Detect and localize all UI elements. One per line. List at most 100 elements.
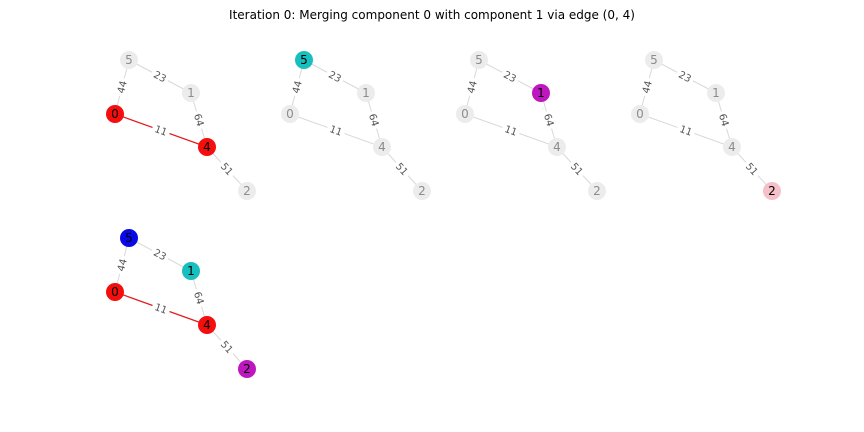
edge-weight-label: 11 [503, 124, 519, 139]
edge-weight-label: 64 [191, 113, 205, 128]
edge-weight-label: 23 [676, 70, 692, 86]
edge-label-bg [113, 76, 131, 98]
edge-weight-label: 11 [678, 124, 694, 139]
node-5 [120, 51, 138, 69]
edge-weight-label: 64 [541, 113, 555, 128]
edge-label-bg [190, 109, 208, 131]
node-2 [413, 182, 431, 200]
edge-weight-label: 64 [366, 113, 380, 128]
edge-label-bg [216, 158, 238, 180]
node-4 [198, 138, 216, 156]
node-0 [106, 105, 124, 123]
node-label-1: 1 [537, 86, 545, 100]
edge-label-bg [365, 109, 383, 131]
node-label-0: 0 [111, 285, 119, 299]
edge-weight-label: 44 [116, 258, 130, 273]
edge-label-bg [150, 121, 172, 140]
node-4 [548, 138, 566, 156]
node-label-1: 1 [187, 264, 195, 278]
edge-weight-label: 44 [466, 80, 480, 95]
node-2 [588, 182, 606, 200]
edge-label-bg [325, 121, 347, 140]
node-0 [631, 105, 649, 123]
edge-weight-label: 44 [116, 80, 130, 95]
edge-label-bg [190, 287, 208, 309]
node-label-1: 1 [187, 86, 195, 100]
figure-title: Iteration 0: Merging component 0 with co… [229, 8, 635, 22]
edge-weight-label: 23 [326, 70, 342, 86]
edge-label-bg [149, 244, 171, 265]
node-label-5: 5 [650, 53, 658, 67]
node-4 [723, 138, 741, 156]
node-label-0: 0 [461, 107, 469, 121]
edge-label-bg [463, 76, 481, 98]
node-1 [357, 84, 375, 102]
node-5 [120, 229, 138, 247]
node-label-0: 0 [111, 107, 119, 121]
node-label-5: 5 [475, 53, 483, 67]
node-1 [182, 84, 200, 102]
edge-label-bg [150, 299, 172, 318]
node-2 [238, 360, 256, 378]
edge-label-bg [566, 158, 588, 180]
node-5 [645, 51, 663, 69]
panels-layer: 4423116451012454423116451012454423116451… [106, 51, 781, 378]
node-1 [707, 84, 725, 102]
node-5 [470, 51, 488, 69]
edge-label-bg [674, 66, 696, 87]
node-label-4: 4 [378, 140, 386, 154]
edge-label-bg [715, 109, 733, 131]
node-label-5: 5 [125, 53, 133, 67]
node-1 [182, 262, 200, 280]
node-label-1: 1 [362, 86, 370, 100]
edge-label-bg [741, 158, 763, 180]
node-label-2: 2 [768, 184, 776, 198]
node-label-0: 0 [286, 107, 294, 121]
edge-label-bg [216, 336, 238, 358]
edge-label-bg [500, 121, 522, 140]
node-0 [456, 105, 474, 123]
node-2 [763, 182, 781, 200]
edge-weight-label: 64 [716, 113, 730, 128]
node-0 [281, 105, 299, 123]
edge-weight-label: 23 [151, 248, 167, 264]
node-label-2: 2 [418, 184, 426, 198]
edge-label-bg [324, 66, 346, 87]
node-label-4: 4 [553, 140, 561, 154]
node-label-5: 5 [125, 231, 133, 245]
node-label-4: 4 [203, 140, 211, 154]
edge-weight-label: 11 [153, 124, 169, 139]
node-4 [373, 138, 391, 156]
node-label-2: 2 [243, 184, 251, 198]
edge-weight-label: 64 [191, 291, 205, 306]
edge-label-bg [540, 109, 558, 131]
edge-weight-label: 23 [151, 70, 167, 86]
edge-label-bg [391, 158, 413, 180]
edge-weight-label: 44 [641, 80, 655, 95]
node-label-4: 4 [203, 318, 211, 332]
node-4 [198, 316, 216, 334]
edge-weight-label: 44 [291, 80, 305, 95]
node-label-4: 4 [728, 140, 736, 154]
edge-label-bg [499, 66, 521, 87]
edge-label-bg [638, 76, 656, 98]
node-label-0: 0 [636, 107, 644, 121]
edge-label-bg [113, 254, 131, 276]
node-label-1: 1 [712, 86, 720, 100]
node-label-2: 2 [243, 362, 251, 376]
edge-label-bg [675, 121, 697, 140]
node-5 [295, 51, 313, 69]
node-label-5: 5 [300, 53, 308, 67]
edge-weight-label: 11 [328, 124, 344, 139]
edge-label-bg [288, 76, 306, 98]
node-2 [238, 182, 256, 200]
edge-weight-label: 11 [153, 302, 169, 317]
node-0 [106, 283, 124, 301]
node-label-2: 2 [593, 184, 601, 198]
